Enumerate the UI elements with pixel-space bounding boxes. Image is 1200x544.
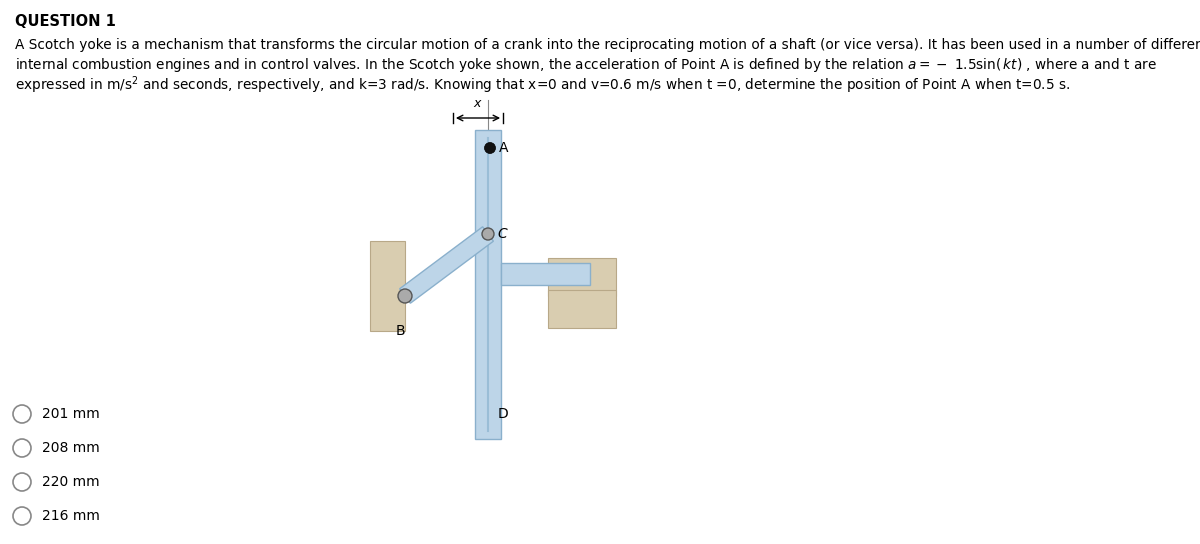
Bar: [370, 241, 406, 331]
Text: 201 mm: 201 mm: [42, 407, 100, 421]
Text: C: C: [497, 227, 506, 241]
Circle shape: [482, 228, 494, 240]
Bar: [475, 130, 502, 439]
Text: D: D: [498, 407, 509, 421]
Text: A Scotch yoke is a mechanism that transforms the circular motion of a crank into: A Scotch yoke is a mechanism that transf…: [14, 38, 1200, 52]
Text: internal combustion engines and in control valves. In the Scotch yoke shown, the: internal combustion engines and in contr…: [14, 56, 1157, 74]
Circle shape: [13, 405, 31, 423]
Text: A: A: [499, 141, 509, 155]
Circle shape: [13, 473, 31, 491]
Circle shape: [13, 439, 31, 457]
Bar: [548, 258, 616, 296]
Circle shape: [398, 289, 412, 303]
Text: expressed in m/s$^2$ and seconds, respectively, and k=3 rad/s. Knowing that x=0 : expressed in m/s$^2$ and seconds, respec…: [14, 74, 1070, 96]
Text: 216 mm: 216 mm: [42, 509, 100, 523]
Polygon shape: [400, 227, 493, 303]
Text: 220 mm: 220 mm: [42, 475, 100, 489]
Bar: [548, 290, 616, 328]
Text: B: B: [395, 324, 404, 338]
Text: QUESTION 1: QUESTION 1: [14, 14, 116, 29]
Bar: [502, 263, 590, 285]
Circle shape: [13, 507, 31, 525]
Text: $x$: $x$: [473, 97, 482, 110]
Text: 208 mm: 208 mm: [42, 441, 100, 455]
Circle shape: [485, 143, 496, 153]
